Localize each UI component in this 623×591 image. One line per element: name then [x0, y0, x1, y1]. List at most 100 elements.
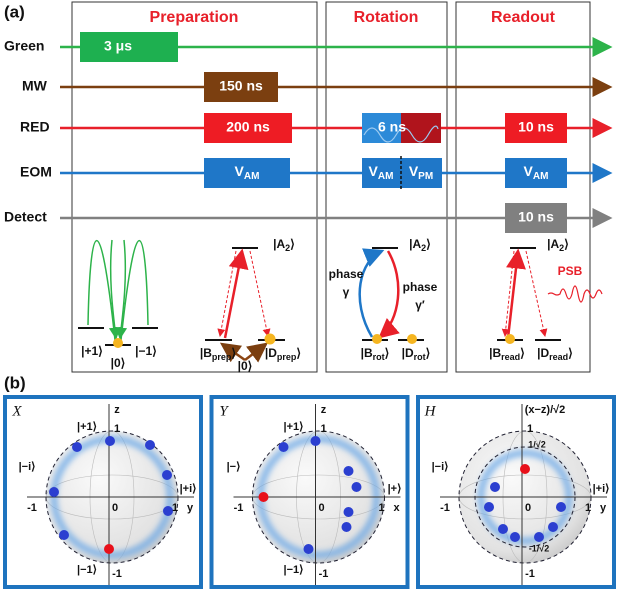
stage-title: Readout [491, 9, 556, 26]
wave [548, 286, 602, 302]
pulse-label: 3 μs [104, 38, 132, 54]
bloch-label: 1 [172, 502, 178, 514]
bloch-label: H [424, 403, 437, 419]
transition [508, 251, 518, 338]
bloch-label: -1 [319, 568, 329, 580]
state-label: |0⟩ [238, 359, 253, 373]
bloch-label: |+1⟩ [284, 421, 304, 433]
state-point [490, 482, 500, 492]
population [407, 334, 417, 344]
state-point [162, 470, 172, 480]
state-point [259, 492, 269, 502]
transition [360, 251, 382, 337]
state-label: |Drot⟩ [402, 346, 431, 362]
state-label: |Dprep⟩ [265, 346, 301, 362]
transition [250, 251, 268, 336]
psb-label: PSB [558, 264, 583, 278]
state-point [145, 440, 155, 450]
state-label: |Bprep⟩ [200, 346, 236, 362]
channel-label: Green [4, 38, 44, 54]
bloch-label: |−1⟩ [77, 564, 97, 576]
bloch-label: 1 [378, 502, 384, 514]
transition [225, 251, 242, 338]
population [505, 334, 515, 344]
state-point [520, 464, 530, 474]
transition [245, 344, 266, 360]
pulse-label: 200 ns [226, 119, 270, 135]
population [265, 334, 276, 345]
bloch-label: z [114, 404, 120, 416]
stage-title: Preparation [150, 9, 239, 26]
channel-label: Detect [4, 209, 47, 225]
phase-label: phase [329, 267, 364, 281]
state-label: |A2⟩ [409, 237, 431, 253]
bloch-label: |+i⟩ [180, 483, 197, 495]
phase-label: γ [343, 285, 350, 299]
state-point [49, 487, 59, 497]
state-point [342, 522, 352, 532]
bloch-label: 0 [318, 502, 324, 514]
population [113, 338, 123, 348]
phase-label: phase [403, 280, 438, 294]
stage-title: Rotation [354, 9, 419, 26]
state-point [344, 466, 354, 476]
state-label: |A2⟩ [273, 237, 295, 253]
bloch-label: |+⟩ [388, 483, 402, 495]
state-point [510, 532, 520, 542]
figure: (a) Preparation Rotation Readout Green M… [0, 0, 623, 591]
state-label: |Dread⟩ [537, 346, 573, 362]
transition [526, 251, 545, 336]
bloch-label: x [393, 502, 400, 514]
bloch-label: |+i⟩ [593, 483, 610, 495]
state-point [304, 544, 314, 554]
bloch-label: 1 [114, 423, 120, 435]
state-point [59, 530, 69, 540]
bloch-label: y [187, 502, 194, 514]
bloch-label: y [600, 502, 607, 514]
bloch-label: (x−z)/√2 [525, 404, 566, 416]
state-point [311, 436, 321, 446]
population [372, 334, 382, 344]
state-point [104, 544, 114, 554]
transition [380, 251, 398, 337]
bloch-label: 1 [585, 502, 591, 514]
bloch-label: -1 [112, 568, 122, 580]
bloch-label: -1/√2 [529, 543, 549, 553]
panel-label: (b) [4, 373, 26, 392]
bloch-label: X [11, 403, 22, 419]
state-label: |0⟩ [111, 356, 126, 370]
bloch-label: |+1⟩ [77, 421, 97, 433]
bloch-label: -1 [27, 502, 37, 514]
bloch-label: -1 [440, 502, 450, 514]
state-point [548, 522, 558, 532]
state-label: |Bread⟩ [489, 346, 525, 362]
bloch-label: -1 [525, 568, 535, 580]
bloch-label: z [321, 404, 327, 416]
bloch-label: |−i⟩ [19, 461, 36, 473]
phase-label: γ′ [415, 298, 425, 312]
pulse-label: 6 ns [378, 119, 406, 135]
state-label: |A2⟩ [547, 237, 569, 253]
state-point [534, 532, 544, 542]
state-label: |Brot⟩ [361, 346, 390, 362]
state-label: |+1⟩ [81, 344, 103, 358]
bloch-label: 1/√2 [528, 439, 545, 449]
bloch-label: 0 [525, 502, 531, 514]
channel-label: MW [22, 78, 48, 94]
bloch-label: |−⟩ [227, 461, 241, 473]
pulse [401, 113, 441, 143]
pulse-label: 10 ns [518, 119, 554, 135]
state-point [484, 502, 494, 512]
channel-label: RED [20, 119, 50, 135]
state-point [498, 524, 508, 534]
state-point [105, 436, 115, 446]
state-point [279, 442, 289, 452]
state-point [344, 507, 354, 517]
bloch-label: |−1⟩ [284, 564, 304, 576]
pulse-label: 10 ns [518, 209, 554, 225]
state-point [352, 482, 362, 492]
state-point [72, 442, 82, 452]
pulse-label: 150 ns [219, 78, 263, 94]
state-label: |−1⟩ [135, 344, 157, 358]
